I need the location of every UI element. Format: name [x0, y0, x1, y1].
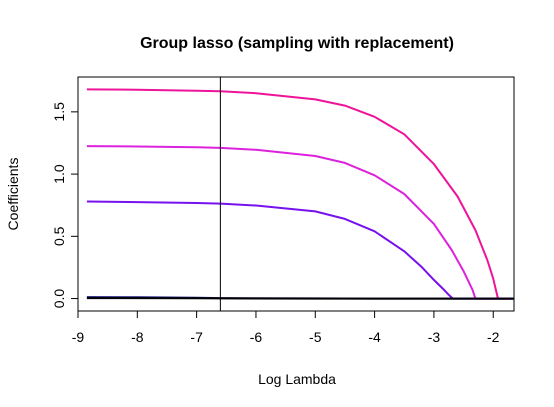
x-axis-label: Log Lambda [258, 371, 336, 387]
y-tick-label: 1.0 [51, 164, 67, 184]
y-tick-label: 1.5 [51, 102, 67, 122]
series-layer [86, 88, 514, 300]
x-tick-label: -7 [190, 329, 203, 345]
series-line-5 [86, 297, 514, 300]
x-tick-label: -2 [487, 329, 500, 345]
plot-frame [77, 76, 515, 312]
x-tick-label: -5 [309, 329, 322, 345]
chart-title: Group lasso (sampling with replacement) [140, 35, 454, 52]
series-line-3 [86, 200, 514, 300]
x-axis: -9 -8 -7 -6 -5 -4 -3 -2 [72, 310, 500, 345]
x-tick-label: -3 [428, 329, 441, 345]
y-tick-label: 0.0 [51, 289, 67, 309]
x-tick-label: -6 [250, 329, 263, 345]
x-tick-label: -8 [131, 329, 144, 345]
x-tick-label: -4 [368, 329, 381, 345]
y-tick-label: 0.5 [51, 226, 67, 246]
series-line-2 [86, 145, 514, 300]
x-tick-label: -9 [72, 329, 85, 345]
y-axis-label: Coefficients [5, 158, 21, 231]
series-line-1 [86, 88, 514, 300]
y-axis: 0.0 0.5 1.0 1.5 [51, 102, 79, 309]
